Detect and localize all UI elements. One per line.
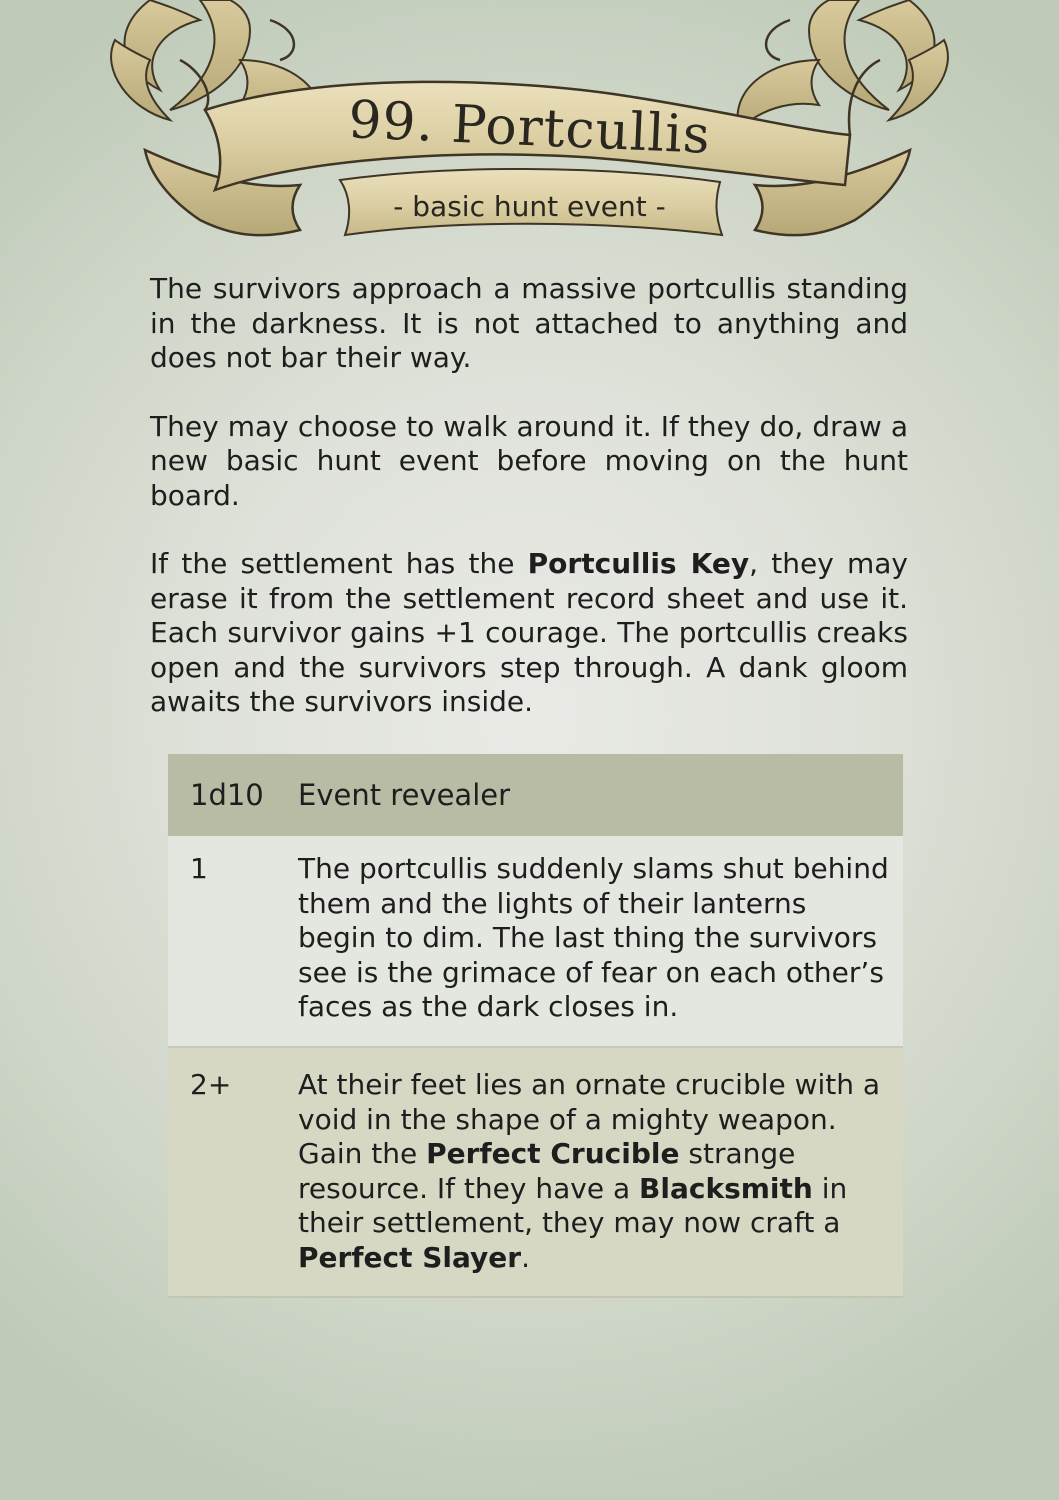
blacksmith-term: Blacksmith <box>639 1172 813 1205</box>
roll-value: 2+ <box>168 1068 298 1280</box>
outcome-text: The portcullis suddenly slams shut behin… <box>298 852 903 1030</box>
title-banner: 99. Portcullis - basic hunt event - <box>0 0 1059 250</box>
perfect-slayer-term: Perfect Slayer <box>298 1241 521 1274</box>
event-description: The survivors approach a massive portcul… <box>150 272 908 754</box>
table-header: 1d10 Event revealer <box>168 754 903 836</box>
event-subtitle: - basic hunt event - <box>0 190 1059 223</box>
outcome-text: At their feet lies an ornate crucible wi… <box>298 1068 903 1280</box>
table-row: 1 The portcullis suddenly slams shut beh… <box>168 836 903 1048</box>
header-event-revealer: Event revealer <box>298 778 903 812</box>
table-row: 2+ At their feet lies an ornate crucible… <box>168 1048 903 1298</box>
roll-value: 1 <box>168 852 298 1030</box>
key-paragraph: If the settlement has the Portcullis Key… <box>150 547 908 720</box>
walk-around-paragraph: They may choose to walk around it. If th… <box>150 410 908 514</box>
event-revealer-table: 1d10 Event revealer 1 The portcullis sud… <box>168 754 903 1298</box>
portcullis-key-term: Portcullis Key <box>528 547 749 580</box>
header-roll: 1d10 <box>168 778 298 812</box>
perfect-crucible-term: Perfect Crucible <box>426 1137 679 1170</box>
intro-paragraph: The survivors approach a massive portcul… <box>150 272 908 376</box>
outcome-text-d: . <box>521 1241 530 1274</box>
key-paragraph-text-a: If the settlement has the <box>150 547 528 580</box>
